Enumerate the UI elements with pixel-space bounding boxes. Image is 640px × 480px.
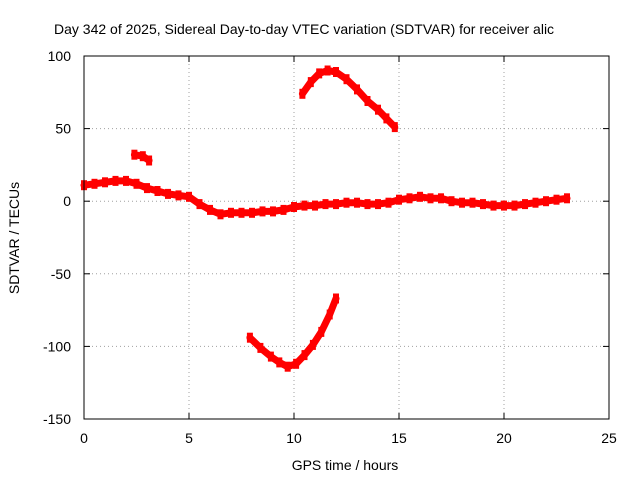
x-tick-label: 5 (185, 430, 193, 446)
data-point (307, 77, 314, 88)
data-point (131, 149, 138, 160)
data-point (532, 197, 539, 208)
data-point (343, 74, 350, 85)
data-point (438, 193, 444, 204)
x-axis-label: GPS time / hours (292, 457, 399, 473)
y-tick-label: -150 (43, 411, 71, 427)
data-point (354, 197, 360, 208)
data-point (293, 358, 300, 369)
data-point (385, 197, 392, 208)
data-point (276, 357, 283, 368)
data-point (322, 199, 329, 210)
axis-ticks: 0 5 10 15 20 25 -150 -100 -50 0 50 100 (43, 48, 617, 446)
data-point (102, 177, 108, 188)
y-tick-label: 0 (63, 193, 71, 209)
data-point (238, 207, 245, 218)
data-point (324, 65, 331, 76)
data-point (326, 309, 333, 320)
data-point (553, 194, 560, 205)
data-point (267, 351, 274, 362)
y-tick-label: -100 (43, 338, 71, 354)
data-point (186, 191, 192, 202)
data-point (396, 194, 402, 205)
data-point (564, 193, 570, 204)
data-point (375, 104, 381, 115)
data-point (207, 204, 213, 215)
data-point (228, 207, 234, 218)
data-point (490, 200, 497, 211)
data-point (154, 186, 161, 196)
data-point (343, 197, 350, 208)
data-point (312, 200, 318, 211)
data-point (406, 193, 413, 204)
data-point (301, 350, 308, 361)
grid-lines (84, 56, 609, 419)
x-tick-label: 0 (80, 430, 88, 446)
data-point (139, 151, 146, 162)
data-point (91, 178, 98, 189)
data-point (217, 209, 224, 220)
data-point (196, 199, 203, 210)
data-point (144, 183, 150, 194)
data-point (480, 199, 486, 210)
x-tick-label: 15 (391, 430, 407, 446)
data-point (259, 206, 266, 217)
data-point (301, 200, 308, 211)
data-point (246, 332, 253, 343)
data-point (175, 190, 182, 201)
chart-title: Day 342 of 2025, Sidereal Day-to-day VTE… (54, 21, 554, 37)
data-point (354, 84, 360, 95)
data-point (333, 67, 339, 77)
data-point (309, 339, 316, 350)
data-point (270, 206, 276, 217)
data-point (417, 191, 423, 202)
data-point (316, 68, 323, 79)
y-tick-label: -50 (51, 266, 71, 282)
data-point (522, 199, 528, 210)
data-point (501, 200, 507, 211)
data-point (133, 178, 140, 189)
data-point (427, 193, 434, 204)
data-point (299, 88, 306, 99)
data-point (123, 175, 129, 186)
y-tick-label: 50 (55, 121, 71, 137)
data-point (333, 199, 339, 210)
data-point (165, 188, 171, 199)
plot-frame (83, 55, 610, 420)
data-point (146, 155, 153, 166)
data-point (543, 196, 549, 207)
y-tick-label: 100 (48, 48, 72, 64)
data-point (391, 122, 398, 133)
data-point (284, 361, 291, 372)
x-tick-label: 10 (286, 430, 302, 446)
data-point (459, 197, 465, 208)
data-point (249, 207, 255, 218)
data-point (291, 202, 297, 212)
data-point (318, 326, 325, 337)
data-point (448, 196, 455, 207)
data-point (375, 199, 381, 210)
data-point (364, 199, 371, 210)
data-point (364, 96, 371, 106)
data-point (383, 113, 390, 124)
data-point (112, 175, 119, 186)
data-point (333, 293, 339, 304)
y-axis-label: SDTVAR / TECUs (6, 182, 22, 294)
data-point (469, 197, 476, 208)
data-point (511, 200, 518, 211)
x-tick-label: 25 (601, 430, 617, 446)
data-point (280, 204, 287, 215)
x-tick-label: 20 (496, 430, 512, 446)
data-point (257, 342, 264, 353)
data-series (80, 65, 571, 372)
